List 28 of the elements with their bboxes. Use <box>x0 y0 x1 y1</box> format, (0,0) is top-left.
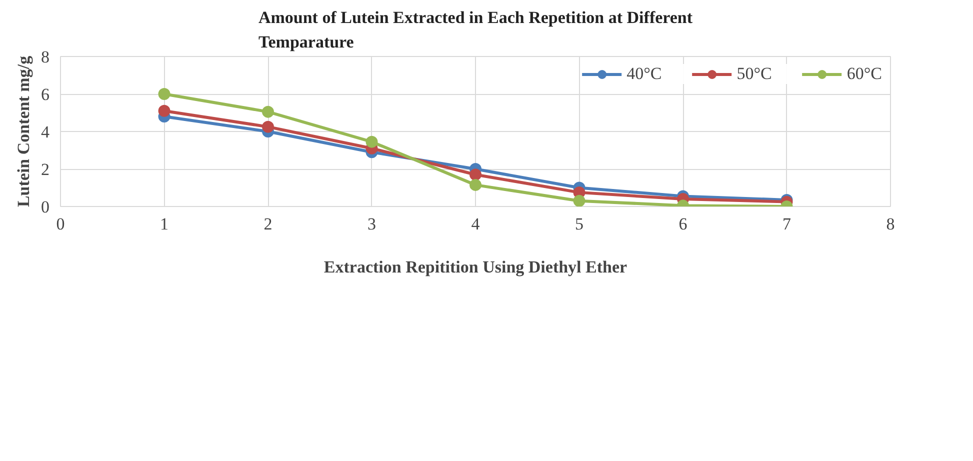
x-tick-label: 0 <box>56 214 65 234</box>
chart-title: Amount of Lutein Extracted in Each Repetition at Different Temparature <box>258 8 693 52</box>
y-axis-title: Lutein Content mg/g <box>14 55 33 208</box>
point <box>573 194 586 206</box>
x-tick-label: 8 <box>886 214 895 234</box>
legend-label: 50°C <box>736 64 772 84</box>
x-tick-label: 4 <box>471 214 480 234</box>
x-tick-label: 2 <box>264 214 272 234</box>
y-tick-label: 4 <box>41 122 50 142</box>
point <box>470 168 482 181</box>
y-tick-label: 2 <box>41 160 50 179</box>
y-tick-label: 6 <box>41 85 50 104</box>
point <box>158 88 170 100</box>
legend-label: 40°C <box>626 64 662 84</box>
x-tick-label: 1 <box>160 214 168 234</box>
x-tick-label: 5 <box>575 214 584 234</box>
point <box>262 106 274 118</box>
y-tick-label: 0 <box>41 198 50 216</box>
legend-label: 60°C <box>846 64 882 84</box>
x-tick-label: 6 <box>678 214 688 234</box>
x-axis-title: Extraction Repitition Using Diethyl Ether <box>324 258 628 276</box>
point <box>262 120 274 133</box>
y-tick-label: 8 <box>41 48 50 66</box>
point <box>366 136 378 148</box>
point <box>470 178 482 191</box>
point <box>158 104 170 117</box>
x-tick-label: 7 <box>782 214 792 234</box>
x-tick-label: 3 <box>368 214 376 234</box>
